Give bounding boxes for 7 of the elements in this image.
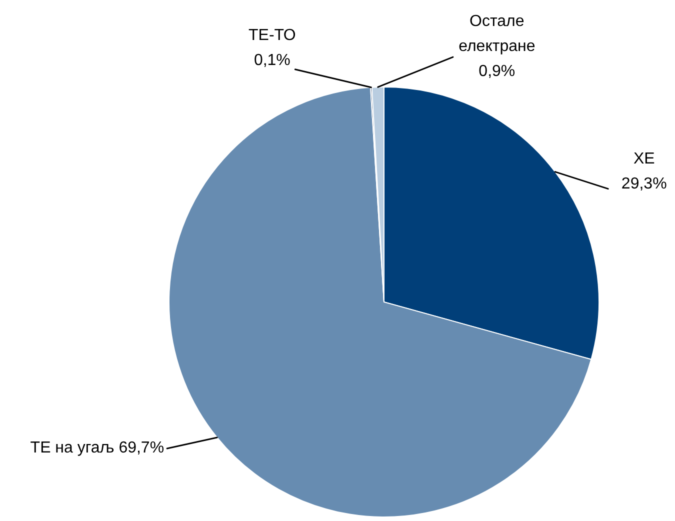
data-label: 0,1% — [254, 52, 290, 69]
slice-label: ХЕ — [633, 150, 655, 168]
slice-label: ТЕ на угаљ 69,7% — [30, 439, 164, 456]
data-label: 0,9% — [478, 63, 516, 80]
data-label: 29,3% — [621, 175, 667, 192]
slice-label: ТЕ-ТО — [248, 26, 296, 44]
slice-label: Остале електране — [458, 13, 536, 56]
